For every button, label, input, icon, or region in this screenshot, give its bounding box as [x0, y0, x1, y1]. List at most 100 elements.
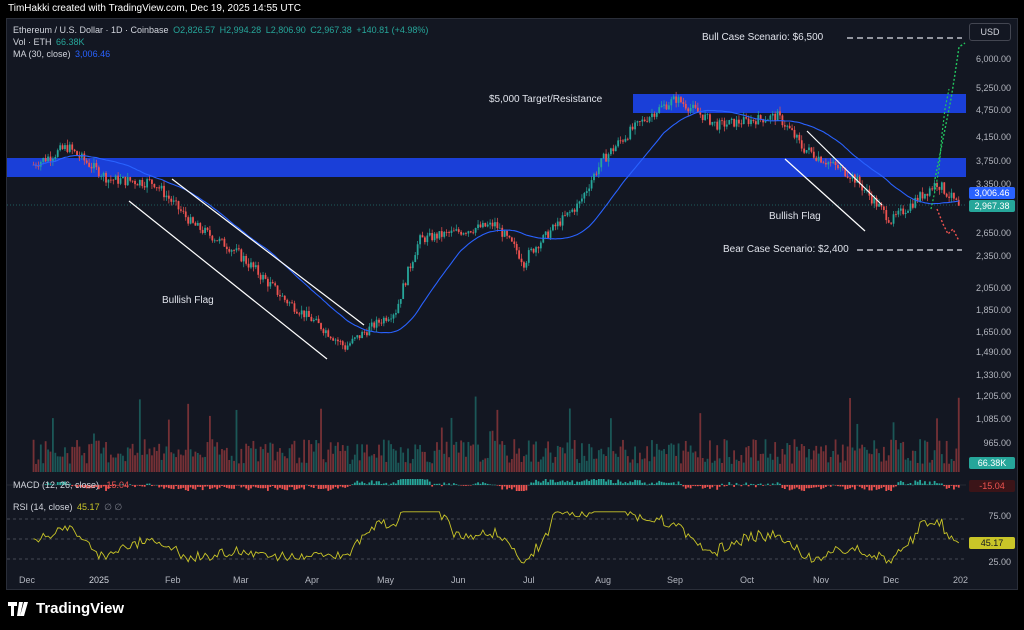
volume-bar	[733, 450, 736, 472]
close-value: C2,967.38	[310, 25, 352, 35]
candle	[824, 158, 827, 168]
macd-bar	[199, 485, 202, 487]
legend-macd-row[interactable]: MACD (12, 26, close) -15.04	[13, 480, 131, 490]
volume-bar	[583, 455, 586, 472]
candle	[730, 117, 733, 124]
volume-bar	[184, 449, 187, 472]
macd-bar	[725, 485, 728, 486]
candle	[170, 196, 173, 206]
macd-bar	[213, 485, 216, 488]
volume-bar	[481, 459, 484, 472]
volume-bar	[660, 450, 663, 472]
macd-bar	[776, 482, 779, 485]
macd-bar	[402, 479, 405, 485]
macd-bar	[295, 485, 298, 490]
macd-bar	[631, 482, 634, 485]
volume-bar	[626, 456, 629, 472]
macd-bar	[324, 485, 327, 489]
volume-bar	[213, 446, 216, 472]
volume-bar	[602, 454, 605, 472]
macd-bar	[245, 485, 248, 489]
volume-bars	[32, 396, 960, 472]
candle	[455, 224, 458, 232]
candle	[375, 316, 378, 333]
macd-bar	[851, 485, 854, 488]
macd-bar	[651, 482, 653, 485]
volume-bar	[382, 439, 385, 472]
candle	[721, 117, 723, 125]
candle	[571, 208, 574, 213]
volume-bar	[841, 444, 844, 472]
candle	[887, 217, 890, 224]
volume-bar	[827, 462, 830, 472]
volume-bar	[443, 453, 446, 472]
volume-bar	[233, 460, 235, 472]
volume-bar	[532, 444, 535, 472]
candle	[626, 137, 629, 141]
candle	[163, 180, 165, 201]
legend-rsi-row[interactable]: RSI (14, close) 45.17 ∅ ∅	[13, 502, 124, 513]
candle	[346, 341, 349, 351]
legend-ma-row[interactable]: MA (30, close) 3,006.46	[13, 49, 112, 59]
chart-canvas[interactable]	[7, 19, 1018, 590]
flag-left-upper	[171, 178, 365, 326]
candle	[448, 230, 450, 237]
candle	[250, 258, 252, 270]
macd-bar	[595, 480, 598, 485]
tradingview-logo[interactable]: TradingView	[8, 600, 124, 617]
candle	[196, 220, 199, 226]
volume-bar	[378, 444, 380, 472]
volume-bar	[189, 449, 192, 472]
volume-bar	[791, 463, 793, 472]
candle	[520, 253, 523, 267]
candle	[209, 225, 211, 239]
candle	[143, 181, 146, 191]
macd-bar	[225, 485, 228, 488]
candle	[834, 160, 837, 171]
legend-volume-row[interactable]: Vol · ETH 66.38K	[13, 37, 87, 47]
candle	[897, 207, 900, 218]
candle	[532, 248, 535, 254]
volume-bar	[619, 446, 622, 472]
volume-bar	[815, 445, 818, 472]
volume-bar	[269, 442, 272, 472]
volume-bar	[682, 450, 685, 472]
macd-bar	[105, 485, 107, 491]
symbol-name[interactable]: Ethereum / U.S. Dollar · 1D · Coinbase	[13, 25, 169, 35]
candle	[283, 295, 286, 303]
volume-bar	[428, 462, 431, 472]
candle	[416, 240, 419, 260]
currency-button[interactable]: USD	[969, 23, 1011, 41]
candle	[68, 141, 71, 154]
candle	[539, 240, 542, 252]
macd-bar	[397, 480, 400, 485]
bear-projection	[936, 208, 960, 242]
macd-bar	[581, 481, 583, 485]
volume-bar	[513, 439, 516, 472]
macd-bar	[684, 485, 687, 489]
volume-bar	[68, 463, 71, 472]
macd-bar	[796, 485, 798, 488]
candle	[440, 227, 443, 242]
macd-bar	[146, 483, 149, 485]
macd-bar	[955, 485, 958, 487]
candle	[155, 187, 158, 191]
volume-bar	[322, 459, 325, 472]
footer: TradingView	[0, 590, 1024, 630]
candle	[810, 147, 813, 154]
candle	[747, 115, 750, 127]
volume-bar	[223, 450, 226, 472]
macd-bar	[71, 485, 74, 487]
volume-bar	[837, 454, 839, 472]
macd-bar	[489, 484, 492, 485]
macd-bar	[532, 482, 535, 485]
chart-frame[interactable]: USD Ethereum / U.S. Dollar · 1D · Coinba…	[6, 18, 1018, 590]
macd-bar	[692, 485, 694, 486]
candle	[508, 235, 511, 239]
volume-bar	[196, 452, 199, 472]
time-axis-label: Dec	[883, 575, 900, 585]
candle	[808, 144, 810, 155]
candle	[530, 247, 533, 252]
volume-bar	[129, 448, 132, 472]
macd-bar	[407, 479, 409, 485]
